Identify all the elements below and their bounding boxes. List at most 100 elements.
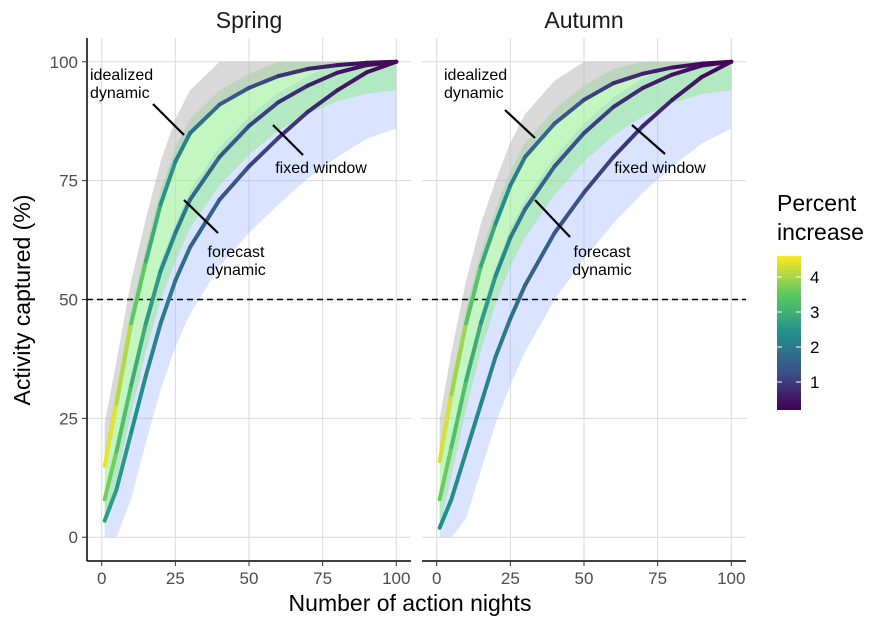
annotation-leader [152,103,185,136]
series-segment [247,100,281,128]
annotation-label: dynamic [572,262,632,279]
series-segment [114,383,134,454]
series-segment [611,85,645,109]
series-segment [102,402,119,468]
series-segment [305,63,340,71]
series-segment [143,321,163,378]
y-axis-title: Activity captured (%) [9,195,35,406]
panel-spring: Springidealizeddynamicforecastdynamicfix… [50,7,411,588]
legend-tick-label: 1 [810,373,819,392]
legend-tick-label: 2 [810,338,819,357]
series-segment [552,131,586,169]
panels: Springidealizeddynamicforecastdynamicfix… [50,7,746,588]
legend-title-line-1: Percent [777,190,857,216]
series-fixed [102,59,399,523]
series-segment [158,230,178,273]
series-segment [670,63,704,77]
series-segment [449,378,469,449]
x-tick-label: 50 [240,569,259,588]
series-segment [464,264,483,326]
y-tick-label: 75 [59,172,78,191]
facet-title: Spring [216,7,282,33]
series-segment [493,316,513,359]
facet-title: Autumn [544,7,623,33]
series-segment [217,123,251,159]
legend-tick-label: 3 [810,303,819,322]
legend-ticks: 1 2 3 4 [777,268,819,392]
x-tick-label: 75 [313,569,332,588]
annotation-label: dynamic [444,85,504,102]
series-segment [449,449,469,502]
series-segment [143,202,163,264]
annotation-fixed: fixed window [614,124,706,177]
series-fixed [437,59,734,530]
legend-colorbar [777,256,801,410]
series-segment [114,430,134,492]
series-segment [335,70,369,93]
series-segment [276,83,310,105]
annotation-label: dynamic [206,262,266,279]
annotation-leader [183,199,219,234]
series-segment [437,497,454,530]
series-segment [102,487,119,523]
annotation-leader [504,109,536,139]
series-segment [143,268,163,326]
x-tick-label: 25 [166,569,185,588]
series-forecast [102,59,399,502]
idealized-bundle [439,61,732,462]
x-tick-label: 75 [648,569,667,588]
series-segment [276,66,310,79]
x-tick-label: 25 [501,569,520,588]
annotation-label: fixed window [275,160,367,177]
series-segment [335,63,369,75]
x-tick-label: 0 [432,569,441,588]
annotation-label: idealized [444,67,507,84]
series-segment [217,85,251,107]
series-segment [437,392,454,464]
series-segment [523,121,557,159]
series-segment [437,444,454,502]
legend-tick-label: 4 [810,268,819,287]
x-axis-title: Number of action nights [289,590,532,616]
series-segment [478,221,498,269]
annotation-label: fixed window [614,160,706,177]
annotation-fixed: fixed window [272,124,367,177]
series-segment [158,159,178,207]
series-segment [305,70,340,88]
series-segment [640,65,675,76]
y-tick-label: 100 [50,53,78,72]
series-segment [478,354,498,407]
series-segment [552,97,586,126]
legend: Percent increase 1 2 3 4 [777,190,864,410]
series-segment [640,97,675,128]
series-segment [129,321,148,388]
series-segment [364,59,399,75]
series-segment [508,283,528,321]
series-segment [464,321,483,383]
series-idealized [437,59,734,464]
y-tick-label: 0 [69,528,78,547]
series-segment [129,259,148,326]
series-segment [508,154,528,188]
series-segment [640,72,675,90]
annotation-label: forecast [208,244,265,261]
annotation-label: forecast [574,244,631,261]
series-segment [158,278,178,326]
series-segment [247,135,281,169]
annotation-leader [631,124,666,155]
legend-title-line-2: increase [777,219,864,245]
series-segment [611,71,645,86]
series-segment [699,59,734,79]
series-segment [247,74,281,90]
series-segment [173,197,193,235]
annotation-label: dynamic [90,85,150,102]
series-segment [173,245,193,283]
y-tick-label: 25 [59,409,78,428]
annotation-leader [534,199,571,238]
series-segment [582,154,616,195]
series-segment [114,321,134,407]
